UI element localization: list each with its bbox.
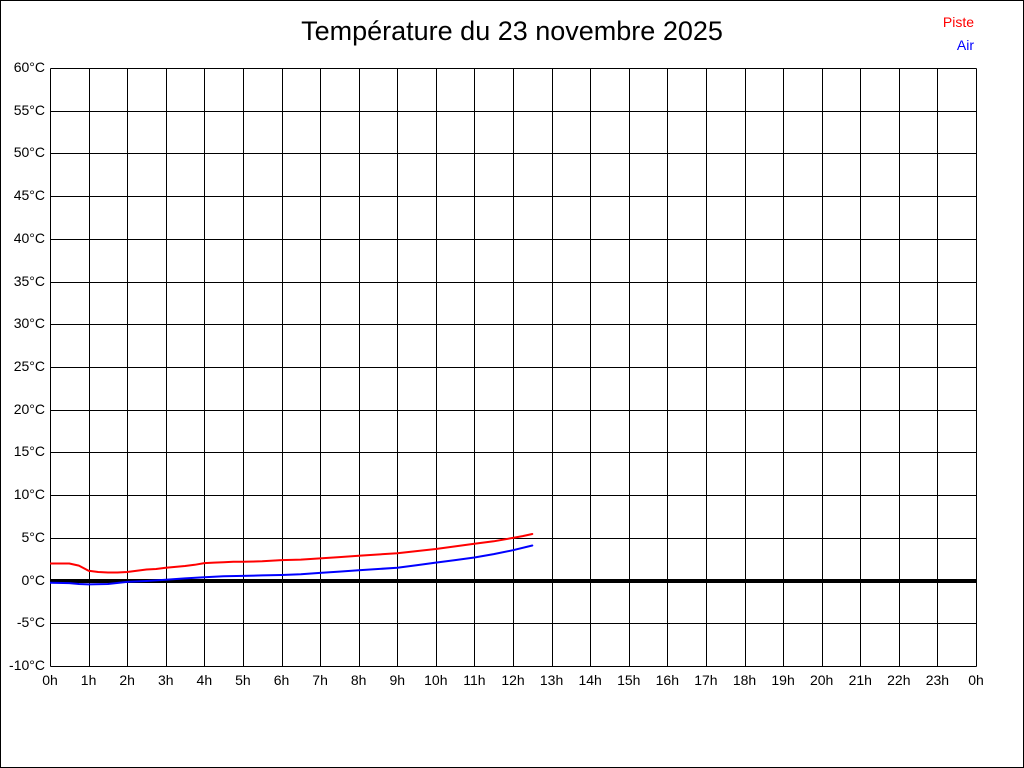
x-tick-label: 10h — [424, 672, 448, 688]
x-tick-label: 11h — [463, 672, 486, 688]
y-tick-label: 50°C — [13, 144, 45, 161]
y-tick-label: 45°C — [13, 187, 45, 204]
y-tick-label: 30°C — [13, 315, 45, 332]
x-tick-label: 21h — [848, 672, 872, 688]
y-tick-label: 35°C — [13, 272, 45, 289]
x-tick-label: 14h — [578, 672, 602, 688]
x-tick-label: 2h — [119, 672, 135, 688]
x-tick-label: 23h — [925, 672, 950, 688]
x-tick-label: 16h — [655, 672, 679, 688]
y-tick-label: 60°C — [13, 59, 45, 75]
x-tick-label: 15h — [617, 672, 641, 688]
x-tick-label: 3h — [157, 672, 174, 688]
x-tick-label: 20h — [809, 672, 834, 688]
x-tick-label: 13h — [539, 672, 564, 688]
x-tick-label: 8h — [350, 672, 367, 688]
y-tick-label: 25°C — [13, 358, 45, 374]
x-tick-label: 9h — [389, 672, 406, 688]
x-tick-label: 6h — [273, 672, 290, 688]
piste-line — [50, 533, 534, 574]
y-tick-label: 40°C — [13, 229, 45, 246]
x-tick-label: 7h — [312, 672, 328, 688]
x-tick-label: 5h — [235, 672, 251, 688]
chart-title: Température du 23 novembre 2025 — [301, 16, 723, 46]
x-tick-label: 18h — [732, 672, 757, 688]
y-tick-label: -5°C — [16, 614, 45, 631]
legend-piste-label: Piste — [942, 14, 974, 30]
x-tick-label: 1h — [80, 672, 97, 688]
x-tick-label: 19h — [771, 672, 795, 688]
y-tick-label: 10°C — [13, 486, 45, 503]
x-tick-label: 22h — [887, 672, 911, 688]
x-tick-label: 17h — [694, 672, 718, 688]
x-tick-label: 12h — [501, 672, 525, 688]
y-tick-label: 20°C — [13, 400, 45, 417]
y-tick-label: -10°C — [9, 657, 45, 673]
plot-area — [50, 68, 977, 667]
x-tick-label: 0h — [42, 672, 58, 688]
y-tick-label: 15°C — [13, 443, 45, 460]
y-tick-label: 55°C — [13, 101, 45, 118]
y-tick-label: 5°C — [21, 528, 46, 545]
y-tick-label: 0°C — [21, 571, 46, 588]
x-tick-label: 0h — [968, 672, 984, 688]
air-line — [50, 544, 534, 586]
legend: Piste Air — [943, 11, 974, 57]
legend-air-label: Air — [956, 37, 974, 53]
x-tick-label: 4h — [196, 672, 213, 688]
